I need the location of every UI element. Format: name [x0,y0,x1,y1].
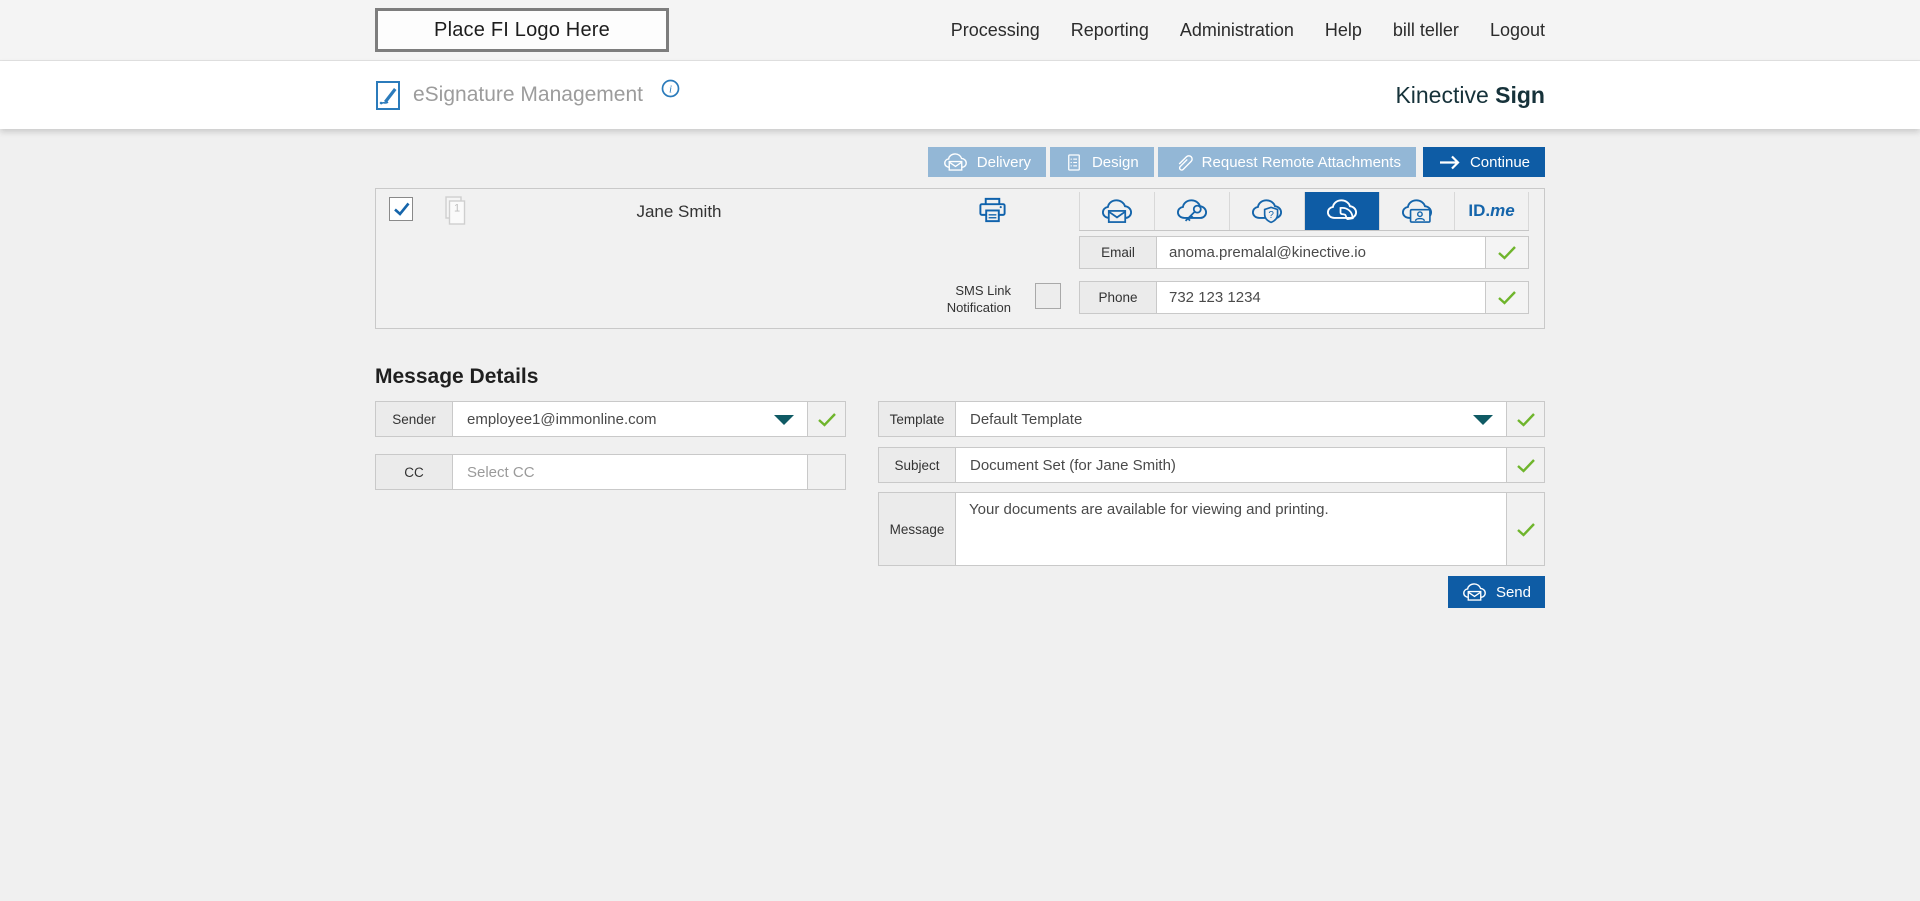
info-icon[interactable]: i [661,79,680,98]
sender-valid-cell [808,401,846,437]
svg-text:?: ? [1268,209,1274,220]
message-label: Message [878,492,956,566]
fi-logo-placeholder: Place FI Logo Here [375,8,669,52]
chevron-down-icon [774,415,794,425]
template-row: Template Default Template [878,401,1545,437]
nav-reporting[interactable]: Reporting [1070,19,1149,40]
green-check-icon [1497,245,1517,260]
phone-row: Phone [1079,281,1529,314]
cloud-envelope-icon [943,152,968,172]
document-list-icon [1065,152,1083,173]
method-email[interactable] [1079,192,1154,230]
design-button-label: Design [1091,153,1139,171]
recipient-panel: 1 Jane Smith [375,188,1545,329]
app-title: eSignature Management i [375,79,680,112]
phone-label: Phone [1079,281,1157,314]
nav-help[interactable]: Help [1324,19,1362,40]
template-value: Default Template [970,410,1083,428]
cloud-phone-icon [1325,198,1359,225]
main-nav: Processing Reporting Administration Help… [951,20,1545,41]
nav-user-bill-teller[interactable]: bill teller [1392,19,1459,40]
phone-valid-cell [1486,281,1529,314]
svg-text:i: i [669,83,672,95]
cc-valid-cell [808,454,846,490]
subject-valid-cell [1507,447,1545,483]
email-row: Email [1079,236,1529,269]
cc-label: CC [375,454,453,490]
email-input[interactable] [1157,236,1486,269]
subject-label: Subject [878,447,956,483]
message-row: Message Your documents are available for… [878,492,1545,566]
signature-document-icon [375,80,402,111]
phone-input[interactable] [1157,281,1486,314]
message-valid-cell [1507,492,1545,566]
action-toolbar: Delivery Design [375,147,1545,177]
sender-value: employee1@immonline.com [467,410,657,428]
request-remote-attachments-label: Request Remote Attachments [1201,153,1401,171]
delivery-button[interactable]: Delivery [927,147,1046,177]
recipient-checkbox[interactable] [389,197,413,221]
cloud-id-card-icon [1400,198,1434,225]
brand-name-bold: Sign [1495,81,1545,108]
delivery-button-label: Delivery [976,153,1031,171]
fi-logo-text: Place FI Logo Here [434,18,610,41]
method-security-question[interactable]: ? [1229,192,1304,230]
cloud-email-icon [1100,198,1134,225]
template-label: Template [878,401,956,437]
brand-logo: Kinective Sign [1395,82,1545,109]
subject-row: Subject [878,447,1545,483]
sms-link-notification-label: SMS Link Notification [946,283,1011,315]
email-label: Email [1079,236,1157,269]
send-button-label: Send [1495,583,1531,601]
method-id-verification[interactable] [1379,192,1454,230]
cloud-envelope-icon [1462,582,1487,602]
delivery-method-toolbar: ? [1079,192,1529,231]
cc-input[interactable] [453,454,808,490]
sender-label: Sender [375,401,453,437]
page-title: eSignature Management [413,83,643,106]
document-count-icon: 1 [442,195,468,227]
recipient-name: Jane Smith [636,202,722,221]
sender-dropdown[interactable]: employee1@immonline.com [453,401,808,437]
email-valid-cell [1486,236,1529,269]
content-area: Delivery Design [0,129,1920,639]
method-id-me[interactable]: ID.me [1454,192,1529,230]
cc-row: CC [375,454,846,490]
chevron-down-icon [1473,415,1493,425]
nav-processing[interactable]: Processing [950,19,1040,40]
sms-link-notification-checkbox[interactable] [1035,283,1061,309]
subject-input[interactable] [956,447,1507,483]
id-me-logo: ID.me [1468,201,1515,220]
page-header: eSignature Management i Kinective Sign [0,61,1920,129]
printer-icon[interactable] [977,195,1008,225]
message-details-heading: Message Details [375,365,539,388]
message-textarea[interactable]: Your documents are available for viewing… [956,493,1506,565]
green-check-icon [817,412,837,427]
send-button[interactable]: Send [1447,576,1545,608]
sender-row: Sender employee1@immonline.com [375,401,846,437]
message-details-form: Sender employee1@immonline.com CC [375,401,1545,639]
method-phone[interactable] [1304,192,1379,230]
nav-logout[interactable]: Logout [1489,19,1545,40]
design-button[interactable]: Design [1049,147,1154,177]
arrow-right-icon [1438,154,1461,171]
blue-check-icon [392,200,411,218]
nav-administration[interactable]: Administration [1179,19,1294,40]
continue-button-label: Continue [1469,153,1530,171]
svg-text:1: 1 [454,203,460,215]
green-check-icon [1516,458,1536,473]
top-bar: Place FI Logo Here Processing Reporting … [0,0,1920,61]
green-check-icon [1516,522,1536,537]
paperclip-icon [1173,152,1193,173]
method-access-key[interactable] [1154,192,1229,230]
green-check-icon [1497,290,1517,305]
cloud-shield-question-icon: ? [1250,198,1284,225]
green-check-icon [1516,412,1536,427]
cloud-key-icon [1175,198,1209,225]
brand-name-regular: Kinective [1395,81,1489,108]
template-dropdown[interactable]: Default Template [956,401,1507,437]
template-valid-cell [1507,401,1545,437]
continue-button[interactable]: Continue [1422,147,1545,177]
request-remote-attachments-button[interactable]: Request Remote Attachments [1157,147,1416,177]
